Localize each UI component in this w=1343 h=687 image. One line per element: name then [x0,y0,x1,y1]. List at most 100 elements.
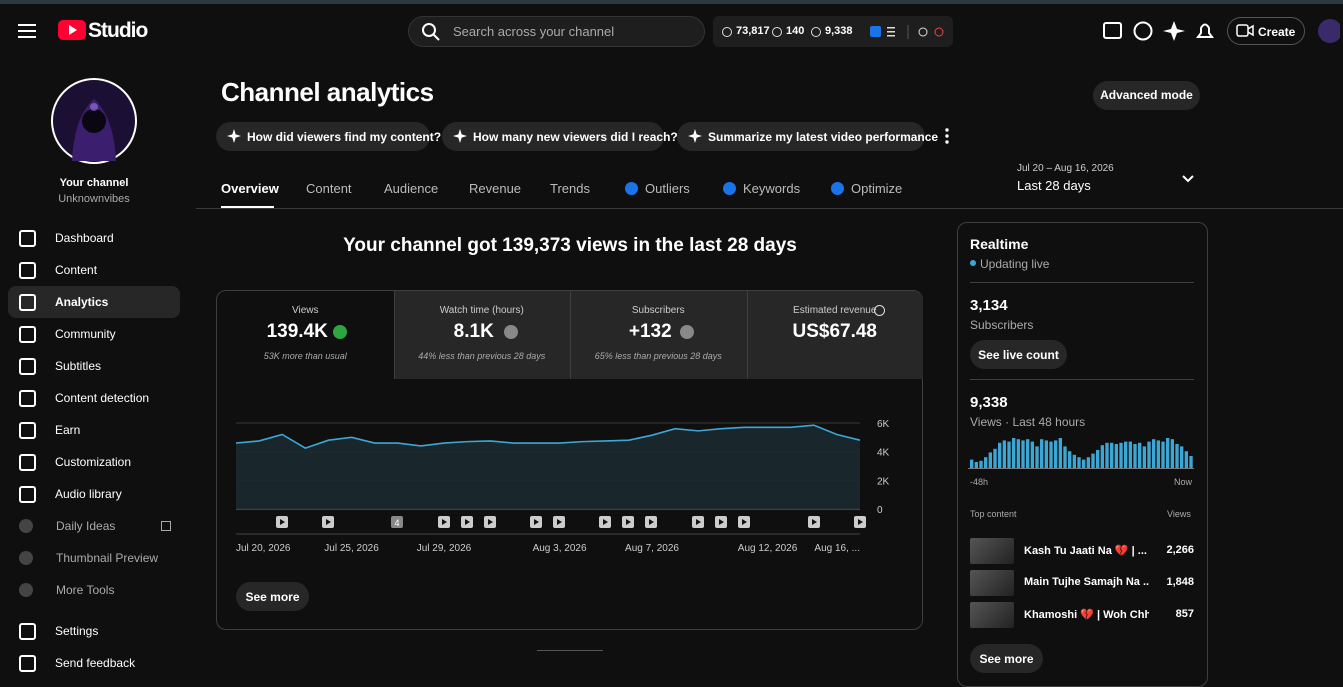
video-title[interactable]: Kash Tu Jaati Na 💔 | ... [1024,545,1147,557]
tab[interactable]: Trends [550,181,590,196]
bar [1035,446,1039,468]
bar [1002,440,1007,468]
bar [1063,446,1067,468]
prompt-pill[interactable] [677,122,925,151]
tab[interactable]: Overview [221,181,279,196]
see-more-button[interactable] [236,582,309,611]
extension-icons[interactable] [868,24,953,40]
bar [1142,446,1147,468]
nav-item[interactable]: Community [55,327,116,341]
end-label: Now [1174,477,1193,487]
bar [979,460,983,468]
period-dropdown[interactable] [1181,174,1195,184]
nav-item[interactable]: More Tools [56,583,115,597]
video-title[interactable]: Khamoshi 💔 | Woh Chh... [1024,609,1149,621]
live-count-label[interactable]: See live count [978,348,1059,362]
y-tick-label: 2K [877,476,890,487]
nav-item[interactable]: Settings [55,624,99,638]
bar [974,462,979,468]
external-link-icon [161,521,171,531]
advanced-mode-button[interactable] [1093,81,1200,110]
top-right-icons[interactable] [1100,18,1340,46]
divider [970,379,1194,380]
nav-icon [19,583,33,597]
see-more-label[interactable]: See more [245,590,300,604]
channel-avatar[interactable] [50,77,138,165]
nav-item[interactable]: Thumbnail Preview [56,551,159,565]
prompt-pill[interactable] [216,122,430,151]
see-more-label[interactable]: See more [979,652,1034,666]
tab[interactable]: Content [306,181,352,196]
bar [1077,457,1081,468]
bar [1110,442,1114,468]
bar [1026,439,1030,468]
y-tick-label: 4K [877,448,890,459]
nav-item[interactable]: Earn [55,423,81,437]
stats-pill [713,16,953,47]
video-views: 857 [1175,608,1194,620]
nav-item[interactable]: Audio library [55,487,122,501]
create-label[interactable]: Create [1258,25,1296,39]
metric-label: Subscribers [631,305,685,316]
video-title[interactable]: Main Tujhe Samajh Na ... [1024,576,1149,588]
stat-value: 140 [786,25,805,37]
thumbnail[interactable] [970,570,1014,596]
tab[interactable]: Audience [384,181,439,196]
search-box[interactable] [408,16,705,47]
metric-card[interactable] [746,291,923,379]
nav-selected [8,286,180,318]
thumbnail[interactable] [970,538,1014,564]
tab[interactable]: Outliers [645,181,690,196]
headline: Your channel got 139,373 views in the la… [343,235,797,256]
bar [1147,441,1151,468]
more-menu[interactable] [943,127,951,145]
bar [1114,444,1119,468]
bar [1012,438,1016,468]
prompt-label[interactable]: How did viewers find my content? [247,130,442,144]
advanced-mode-label[interactable]: Advanced mode [1100,88,1193,102]
nav-item[interactable]: Subtitles [55,359,102,373]
video-marker-play [719,519,724,525]
logo-text[interactable]: Studio [88,19,148,42]
metric-label: Views [292,305,319,316]
bar [1184,451,1189,468]
metric-card[interactable] [393,291,570,379]
bar [970,459,974,468]
search-placeholder[interactable]: Search across your channel [453,24,615,39]
create-button[interactable] [1227,17,1305,45]
bar [1086,457,1091,468]
nav-icon [19,551,33,565]
nav-item[interactable]: Content [55,263,98,277]
tab-icon [831,182,844,195]
logo-icon[interactable] [58,20,86,40]
nav-item[interactable]: Send feedback [55,656,136,670]
tab[interactable]: Optimize [851,181,903,196]
nav-icon [19,262,36,279]
prompt-pill[interactable] [442,122,664,151]
nav-icon [19,326,36,343]
nav-item[interactable]: Daily Ideas [56,519,116,533]
period[interactable]: Last 28 days [1017,178,1091,193]
subscriber-label: Subscribers [970,318,1034,332]
thumbnail[interactable] [970,602,1014,628]
channel-handle: Unknownvibes [58,193,130,205]
live-count-button[interactable] [970,340,1067,369]
bar [1161,441,1165,468]
metric-card[interactable] [570,291,747,379]
video-marker-play [649,519,654,525]
nav-item[interactable]: Analytics [55,295,109,309]
nav-item[interactable]: Customization [55,455,132,469]
metric-card[interactable] [217,291,394,379]
date-range[interactable]: Jul 20 – Aug 16, 2026 [1017,163,1114,174]
prompt-label[interactable]: How many new viewers did I reach? [473,130,678,144]
nav-item[interactable]: Content detection [55,391,150,405]
tab[interactable]: Revenue [469,181,522,196]
see-more-button[interactable] [970,644,1043,673]
nav-item[interactable]: Dashboard [55,231,114,245]
subscriber-count: 3,134 [970,297,1008,314]
prompt-label[interactable]: Summarize my latest video performance [708,130,939,144]
menu-icon[interactable] [18,22,38,40]
tab[interactable]: Keywords [743,181,801,196]
tab-icon [625,182,638,195]
